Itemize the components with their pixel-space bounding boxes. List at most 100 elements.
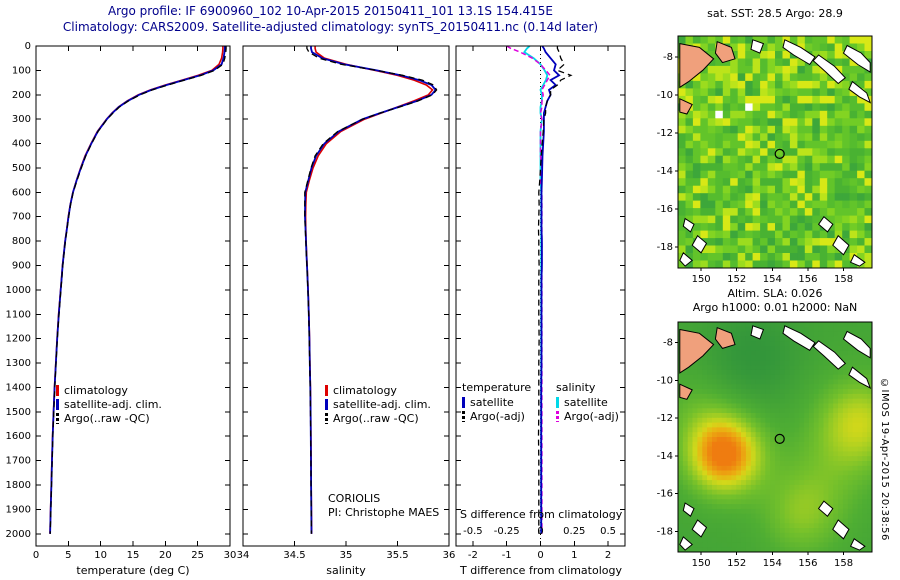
sst-pixel <box>700 43 709 52</box>
sla-pixel <box>726 360 732 366</box>
sla-pixel <box>852 408 858 414</box>
sst-pixel <box>789 208 798 217</box>
sla-pixel <box>760 446 766 452</box>
sla-pixel <box>755 480 761 486</box>
sla-pixel <box>838 384 844 390</box>
argo-line-swatch <box>325 412 328 424</box>
sst-pixel <box>767 51 776 59</box>
sst-pixel <box>775 163 783 172</box>
sst-pixel <box>745 140 754 149</box>
sst-pixel <box>842 170 851 179</box>
sla-pixel <box>770 403 776 409</box>
sla-pixel <box>678 537 684 543</box>
sla-pixel <box>833 403 839 409</box>
sla-pixel <box>745 480 752 486</box>
sla-pixel <box>770 355 776 361</box>
sla-pixel <box>755 489 761 495</box>
sst-pixel <box>685 163 694 172</box>
sst-pixel <box>767 103 776 112</box>
sla-pixel <box>784 432 790 438</box>
sst-pixel <box>842 260 851 269</box>
sst-pixel <box>692 185 701 194</box>
sla-pixel <box>833 542 839 548</box>
sla-pixel <box>702 484 708 491</box>
sla-pixel <box>818 470 824 476</box>
sla-pixel <box>760 494 766 500</box>
sla-pixel <box>745 513 752 519</box>
sla-pixel <box>784 393 790 400</box>
sst-pixel <box>685 245 694 254</box>
sst-pixel <box>819 36 828 44</box>
sla-pixel <box>794 494 800 500</box>
sst-pixel <box>782 133 791 142</box>
sst-pixel <box>767 125 776 134</box>
sla-pixel <box>760 403 766 409</box>
sla-pixel <box>804 480 810 486</box>
sla-pixel <box>784 532 790 539</box>
sla-pixel <box>765 513 771 519</box>
sla-pixel <box>818 441 824 448</box>
sla-pixel <box>867 480 873 486</box>
sla-pixel <box>867 413 873 419</box>
sla-pixel <box>687 470 693 476</box>
sla-pixel <box>857 441 863 448</box>
sst-pixel <box>745 215 754 224</box>
sst-pixel <box>834 65 843 74</box>
sla-pixel <box>809 369 815 376</box>
sst-pixel <box>722 193 731 202</box>
sla-pixel <box>745 446 752 452</box>
sst-pixel <box>782 155 791 164</box>
sla-pixel <box>813 528 820 534</box>
sst-pixel <box>789 178 798 187</box>
climatology-line-swatch <box>56 384 59 396</box>
sla-pixel <box>847 413 854 419</box>
sla-pixel <box>862 475 868 481</box>
sla-pixel <box>867 437 873 443</box>
sst-pixel <box>834 178 843 187</box>
coastline <box>679 98 693 115</box>
sst-pixel <box>685 125 694 134</box>
sla-pixel <box>838 441 844 448</box>
sla-pixel <box>770 437 776 443</box>
sla-pixel <box>687 537 693 543</box>
sst-pixel <box>760 36 769 44</box>
sla-pixel <box>857 537 863 543</box>
sla-pixel <box>828 393 834 400</box>
sst-pixel <box>797 118 806 127</box>
sla-pixel <box>731 336 737 342</box>
coastline <box>842 44 871 73</box>
sst-pixel <box>745 238 754 247</box>
sla-pixel <box>731 437 737 443</box>
coastline <box>832 234 850 256</box>
sla-pixel <box>857 408 863 414</box>
sla-pixel <box>804 389 810 395</box>
sst-pixel <box>775 155 783 164</box>
panel-frame <box>455 45 626 547</box>
sst-pixel <box>752 245 761 254</box>
sla-pixel <box>736 446 742 452</box>
sla-pixel <box>712 528 718 534</box>
map-y-tick-label: -18 <box>657 242 673 253</box>
coastline <box>832 519 850 540</box>
sst-pixel <box>827 260 836 269</box>
sla-pixel <box>852 446 858 452</box>
sla-pixel <box>779 422 786 428</box>
sla-pixel <box>678 408 684 414</box>
sst-pixel <box>834 118 843 127</box>
sla-pixel <box>862 413 868 419</box>
sla-pixel <box>789 374 795 380</box>
sla-pixel <box>726 403 732 409</box>
sla-pixel <box>818 537 824 543</box>
sla-pixel <box>857 532 863 539</box>
sla-pixel <box>687 437 693 443</box>
sst-pixel <box>767 133 776 142</box>
sst-pixel <box>760 155 769 164</box>
sla-pixel <box>789 470 795 476</box>
sla-pixel <box>779 547 786 553</box>
sla-pixel <box>867 389 873 395</box>
sla-pixel <box>750 427 757 433</box>
sla-pixel <box>813 475 820 481</box>
sla-pixel <box>804 489 810 495</box>
sla-pixel <box>731 518 737 524</box>
temperature-axis-label: temperature (deg C) <box>76 564 190 577</box>
